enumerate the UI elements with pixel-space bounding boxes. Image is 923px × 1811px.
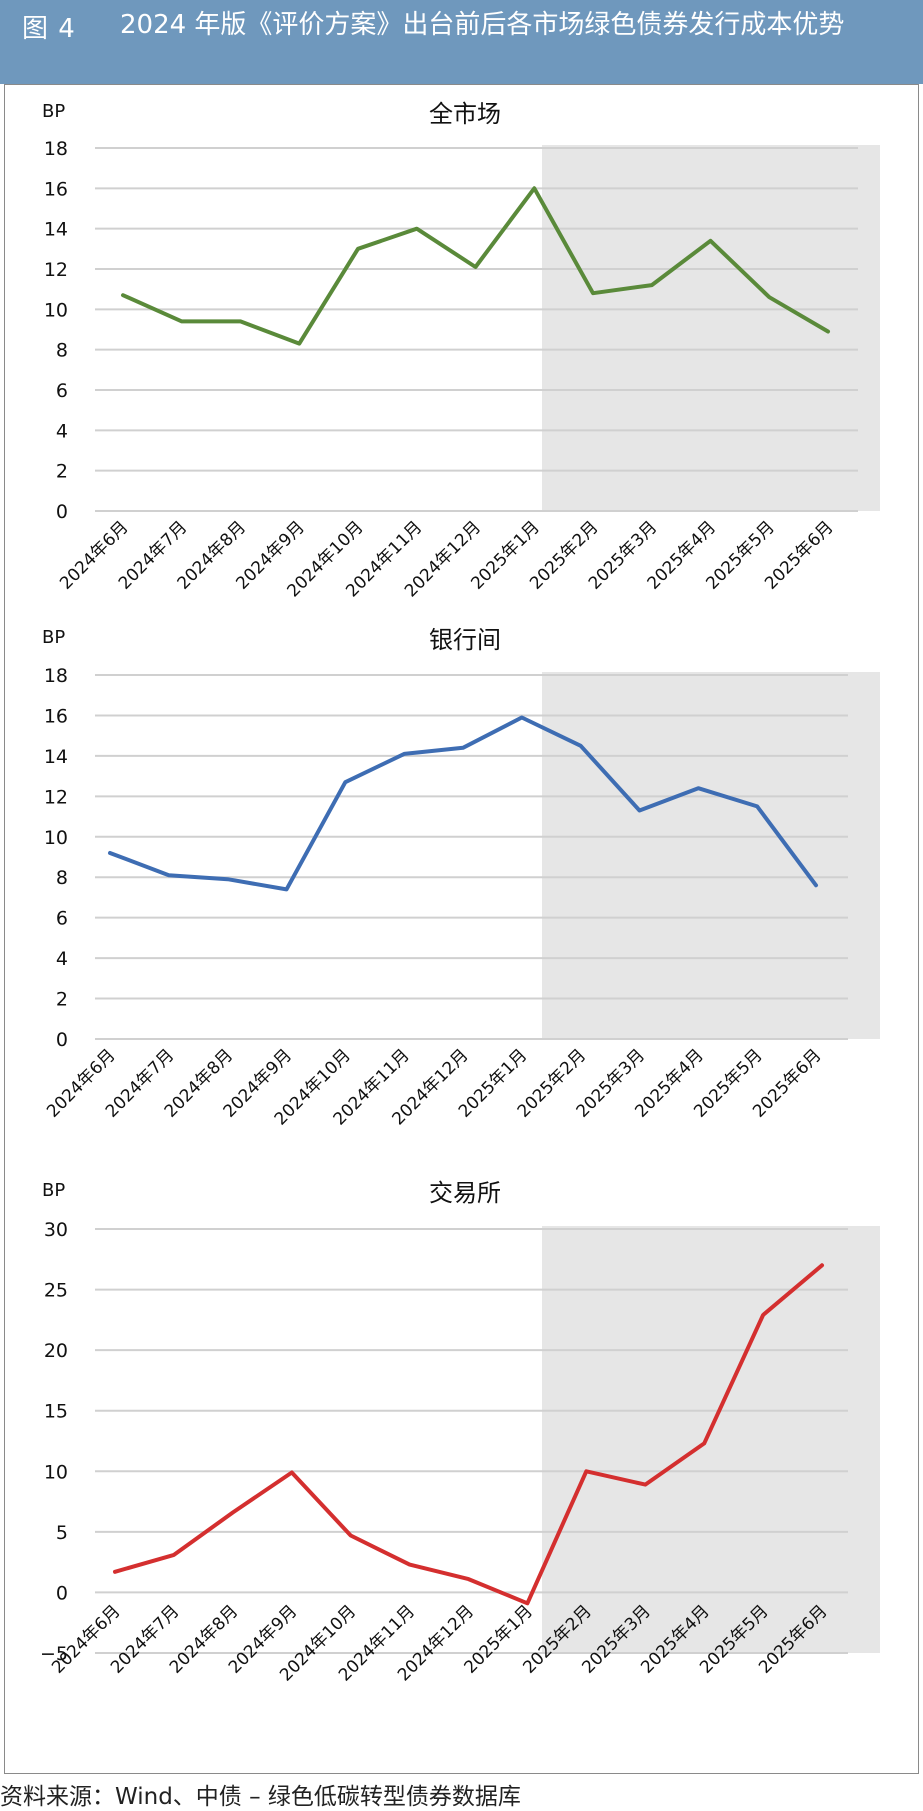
data-point	[767, 295, 771, 299]
y-tick-label: 18	[44, 665, 68, 687]
data-point	[761, 1313, 765, 1317]
figure-header: 图 4 2024 年版《评价方案》出台前后各市场绿色债券发行成本优势	[0, 0, 923, 84]
data-point	[172, 1553, 176, 1557]
data-point	[402, 752, 406, 756]
data-point	[591, 291, 595, 295]
y-tick-label: 15	[44, 1401, 68, 1423]
data-point	[643, 1483, 647, 1487]
shaded-period-region	[542, 145, 880, 511]
data-point	[814, 883, 818, 887]
y-tick-label: 0	[56, 1029, 68, 1051]
y-tick-label: 30	[44, 1219, 68, 1241]
data-point	[239, 319, 242, 323]
data-point	[408, 1563, 412, 1567]
data-point	[467, 1577, 470, 1581]
data-point	[113, 1570, 117, 1574]
y-tick-label: 2	[56, 461, 68, 483]
y-tick-label: 8	[56, 340, 68, 362]
y-tick-label: 6	[56, 380, 68, 402]
y-tick-label: 2	[56, 989, 68, 1011]
y-axis-unit-label: BP	[42, 1180, 65, 1201]
data-point	[709, 239, 712, 243]
chart-frame	[4, 84, 919, 1774]
data-point	[226, 877, 230, 881]
y-tick-label: 14	[44, 746, 68, 768]
data-point	[461, 746, 465, 750]
data-point	[349, 1533, 353, 1537]
y-tick-label: 0	[56, 1582, 68, 1604]
data-point	[696, 786, 700, 790]
data-point	[285, 887, 288, 891]
data-point	[121, 293, 125, 297]
data-point	[290, 1470, 294, 1474]
data-point	[702, 1441, 706, 1445]
y-tick-label: 10	[44, 299, 68, 321]
data-point	[584, 1469, 588, 1473]
shaded-period-region	[542, 672, 880, 1039]
y-tick-label: 18	[44, 138, 68, 160]
chart-title: 银行间	[429, 626, 501, 654]
data-point	[579, 744, 583, 748]
data-point	[167, 873, 171, 877]
data-point	[826, 330, 830, 334]
data-point	[650, 283, 654, 287]
y-tick-label: 4	[56, 948, 68, 970]
data-point	[474, 265, 477, 269]
data-point	[755, 804, 759, 808]
y-tick-label: 25	[44, 1280, 68, 1302]
y-tick-label: 16	[44, 178, 68, 200]
figure-number: 图 4	[22, 14, 76, 44]
y-tick-label: 5	[56, 1522, 68, 1544]
data-point	[180, 319, 184, 323]
y-axis-unit-label: BP	[42, 627, 65, 648]
data-point	[532, 186, 536, 190]
data-point	[820, 1263, 824, 1267]
data-point	[415, 227, 419, 231]
y-tick-label: 20	[44, 1340, 68, 1362]
y-tick-label: 12	[44, 259, 68, 281]
figure-title: 2024 年版《评价方案》出台前后各市场绿色债券发行成本优势	[120, 10, 845, 40]
y-tick-label: 4	[56, 420, 68, 442]
y-tick-label: 10	[44, 1461, 68, 1483]
data-point	[343, 780, 347, 784]
y-tick-label: 8	[56, 867, 68, 889]
shaded-period-region	[542, 1226, 880, 1653]
data-point	[356, 247, 360, 251]
y-tick-label: 16	[44, 705, 68, 727]
y-tick-label: 0	[56, 501, 68, 523]
y-tick-label: −5	[40, 1643, 68, 1665]
y-axis-unit-label: BP	[42, 101, 65, 122]
y-tick-label: 6	[56, 908, 68, 930]
chart-title: 全市场	[429, 100, 501, 128]
data-point	[297, 342, 301, 346]
data-point	[525, 1601, 529, 1605]
y-tick-label: 12	[44, 786, 68, 808]
data-point	[108, 851, 112, 855]
y-tick-label: 14	[44, 219, 68, 241]
y-tick-label: 10	[44, 827, 68, 849]
data-point	[520, 715, 524, 719]
source-note: 资料来源：Wind、中债 – 绿色低碳转型债券数据库	[0, 1784, 521, 1810]
chart-title: 交易所	[429, 1179, 501, 1207]
data-point	[231, 1510, 235, 1514]
data-point	[638, 808, 641, 812]
